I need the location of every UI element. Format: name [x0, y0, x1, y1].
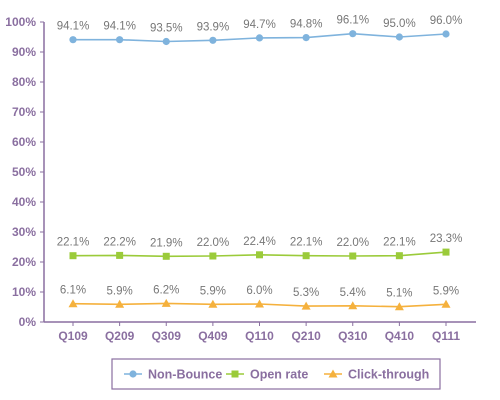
data-point-open-rate [209, 252, 217, 260]
data-label-non-bounce: 96.1% [336, 15, 369, 27]
data-point-open-rate [349, 252, 357, 260]
data-point-open-rate [302, 252, 310, 260]
data-label-click-through: 5.3% [293, 287, 319, 299]
x-tick-label: Q410 [385, 329, 415, 343]
data-label-open-rate: 23.3% [430, 233, 463, 245]
legend-label-click-through: Click-through [348, 368, 429, 382]
y-tick-label: 0% [19, 315, 37, 329]
data-point-open-rate [395, 252, 403, 260]
data-point-non-bounce [69, 36, 77, 44]
x-tick-label: Q309 [152, 329, 182, 343]
data-label-open-rate: 22.1% [290, 237, 323, 249]
data-point-click-through [208, 299, 218, 308]
data-label-non-bounce: 93.5% [150, 23, 183, 35]
data-point-non-bounce [209, 36, 217, 44]
data-point-click-through [441, 299, 451, 308]
x-tick-label: Q209 [105, 329, 135, 343]
data-point-non-bounce [116, 36, 124, 44]
data-point-click-through [161, 298, 171, 307]
x-tick-label: Q109 [58, 329, 88, 343]
data-label-click-through: 6.1% [60, 285, 86, 297]
data-point-click-through [68, 299, 78, 308]
legend-marker-open-rate [231, 370, 239, 378]
data-label-non-bounce: 94.1% [57, 21, 90, 33]
y-tick-label: 50% [12, 165, 36, 179]
y-tick-label: 40% [12, 195, 36, 209]
data-label-open-rate: 22.1% [57, 237, 90, 249]
data-label-click-through: 6.2% [153, 284, 179, 296]
data-label-non-bounce: 93.9% [197, 21, 230, 33]
x-tick-label: Q111 [432, 329, 460, 343]
legend-box [111, 358, 441, 390]
legend-marker-non-bounce [129, 370, 137, 378]
data-point-open-rate [69, 252, 77, 260]
data-label-open-rate: 22.0% [197, 237, 230, 249]
data-point-non-bounce [255, 34, 264, 42]
y-tick-label: 10% [12, 285, 36, 299]
data-point-non-bounce [349, 30, 357, 38]
legend-marker-click-through [328, 369, 338, 378]
data-label-open-rate: 22.1% [383, 237, 416, 249]
data-label-open-rate: 22.2% [103, 236, 136, 248]
y-tick-label: 30% [12, 225, 36, 239]
x-tick-label: Q110 [245, 329, 274, 343]
data-label-open-rate: 22.4% [243, 236, 276, 248]
data-label-open-rate: 22.0% [336, 237, 369, 249]
data-point-click-through [115, 299, 125, 308]
data-label-open-rate: 21.9% [150, 237, 183, 249]
legend-label-open-rate: Open rate [250, 368, 308, 382]
y-tick-label: 20% [12, 255, 36, 269]
data-label-click-through: 5.9% [200, 285, 226, 297]
data-point-click-through [394, 302, 404, 311]
y-tick-label: 90% [12, 45, 36, 59]
legend-label-non-bounce: Non-Bounce [148, 368, 222, 382]
data-point-open-rate [442, 248, 450, 256]
data-point-click-through [255, 299, 264, 308]
data-label-non-bounce: 94.8% [290, 19, 323, 31]
data-label-click-through: 5.9% [433, 285, 459, 297]
data-label-non-bounce: 94.7% [243, 19, 276, 31]
y-tick-label: 70% [12, 105, 36, 119]
data-point-open-rate [256, 251, 263, 259]
x-tick-label: Q210 [291, 329, 321, 343]
data-point-click-through [301, 301, 311, 310]
data-label-click-through: 6.0% [246, 285, 272, 297]
data-label-click-through: 5.4% [340, 287, 366, 299]
data-label-non-bounce: 96.0% [430, 15, 463, 27]
data-point-non-bounce [442, 30, 450, 38]
data-label-click-through: 5.9% [107, 285, 133, 297]
x-tick-label: Q310 [338, 329, 368, 343]
data-label-non-bounce: 95.0% [383, 18, 416, 30]
x-tick-label: Q409 [198, 329, 228, 343]
data-point-open-rate [162, 252, 170, 260]
data-point-non-bounce [162, 37, 170, 46]
data-label-click-through: 5.1% [386, 288, 412, 300]
data-point-non-bounce [302, 34, 310, 42]
data-label-non-bounce: 94.1% [103, 21, 136, 33]
y-tick-label: 60% [12, 135, 36, 149]
data-point-non-bounce [395, 33, 403, 41]
y-tick-label: 80% [12, 75, 36, 89]
data-point-click-through [348, 301, 358, 310]
y-tick-label: 100% [5, 15, 36, 29]
data-point-open-rate [116, 251, 124, 259]
